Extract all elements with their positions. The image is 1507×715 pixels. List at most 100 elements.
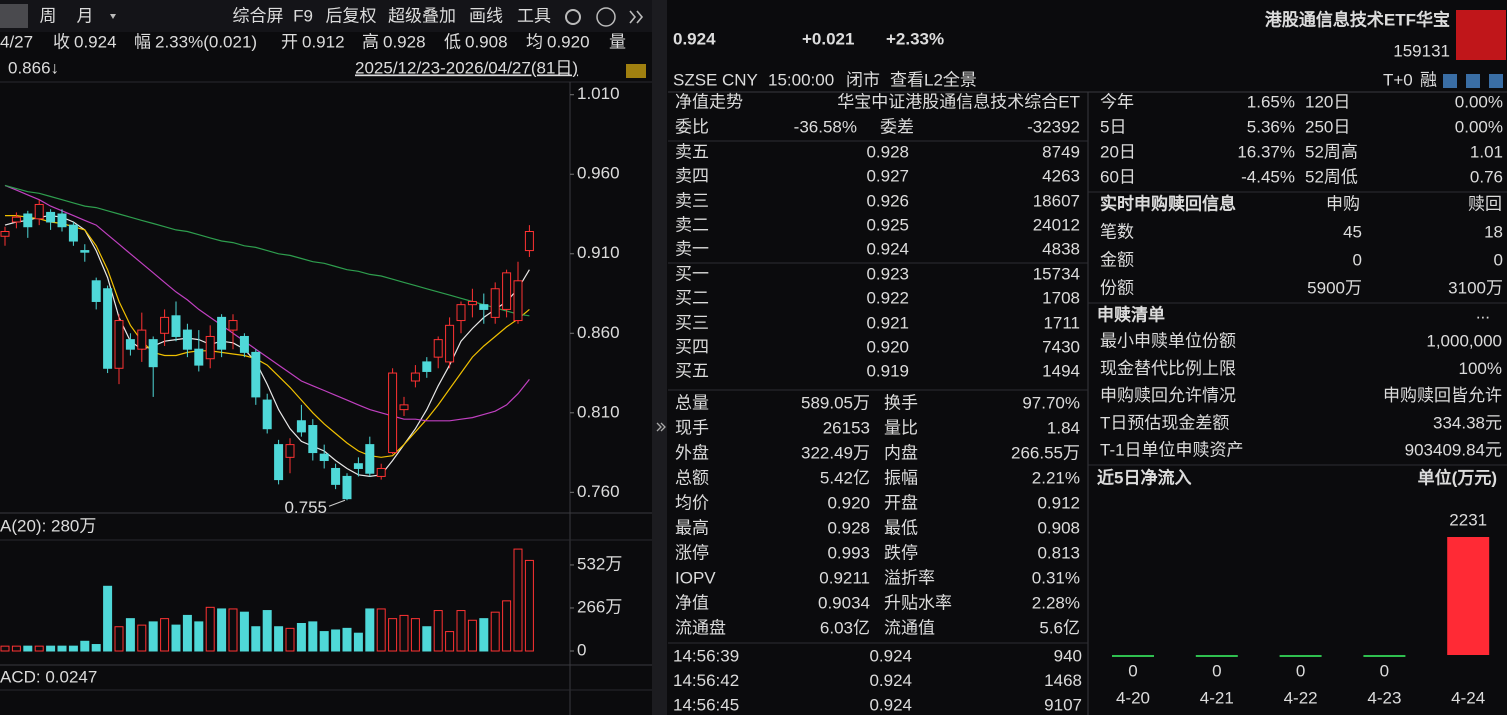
data-label: 0 [1296,661,1305,680]
more-button[interactable]: ... [1476,303,1490,322]
period-return: 5.36% [1247,117,1295,136]
candle-body [410,372,420,382]
divider [652,0,667,715]
volume-bar [456,610,466,652]
chart-title: 近5日净流入 [1097,467,1191,487]
toolbar-button[interactable]: 综合屏 [233,6,284,25]
level-label: 卖五 [675,142,709,161]
nav-title[interactable]: 净值走势 [675,92,743,111]
toolbar-button[interactable]: 工具 [517,6,551,25]
quote-item: 幅 [134,32,151,51]
y-tick-label: 0.810 [577,402,620,421]
candle-body [171,315,181,337]
bar [1112,655,1154,657]
y-tick-label: 0 [577,640,586,659]
stat-label: 开盘 [884,493,918,512]
settings-icon[interactable] [565,9,581,25]
candle-body [68,224,78,242]
stat-label: IOPV [675,568,716,587]
status-item: 15:00:00 [768,70,834,89]
period-label: 52周低 [1305,167,1358,186]
quote-item: 均 [526,32,543,51]
draw-icon[interactable] [1466,74,1480,88]
volume-bar [445,631,455,652]
data-label: 0 [1380,661,1389,680]
toolbar-button[interactable]: 月 [77,6,94,25]
section-title: 实时申购赎回信息 [1100,193,1236,213]
volume-bar [148,621,158,652]
status-item: CNY [722,70,758,89]
row-value: 45 [1343,222,1362,241]
expand-icon[interactable] [656,422,666,432]
trade-time: 14:56:39 [673,646,739,665]
toolbar-button[interactable]: F9 [293,6,313,25]
volume-bar [23,645,33,652]
macd-label: ACD: 0.0247 [0,667,97,686]
candle-body [274,444,284,481]
stat-value: 5.6亿 [1039,618,1080,637]
quote-item: 0.912 [302,32,345,51]
candle-body [194,348,204,366]
candle-body [342,475,352,500]
candle-body [388,372,398,454]
volume-bar [125,618,135,652]
stat-value: 0.9211 [819,568,870,587]
level-volume: 1708 [1042,288,1080,307]
help-icon[interactable] [596,7,616,27]
toolbar-button[interactable]: 超级叠加 [388,6,456,25]
row-label: 申购赎回允许情况 [1100,386,1236,405]
toolbar-button[interactable]: 画线 [469,6,503,25]
period-return: -4.45% [1241,167,1295,186]
stat-label: 流通盘 [675,618,726,637]
y-tick-label: 0.760 [577,482,620,501]
stat-value: 1.84 [1047,418,1080,437]
x-tick-label: 4-20 [1116,688,1150,707]
toolbar-button[interactable]: 后复权 [326,6,377,25]
stat-label: 外盘 [675,443,709,462]
level-volume: 1494 [1042,361,1080,380]
more-icon[interactable] [629,10,644,24]
candle-body [251,351,261,398]
date-range[interactable]: 2025/12/23-2026/04/27(81日) [355,58,578,77]
close-icon[interactable] [1489,74,1503,88]
quote-item: 0.924 [74,32,117,51]
edit-icon[interactable] [1443,74,1457,88]
period-label: 60日 [1100,167,1136,186]
dropdown-icon[interactable] [110,14,116,19]
column-header: 申购 [1326,194,1360,213]
ma-line [4,184,530,317]
volume-bar [422,626,432,652]
row-value: 18 [1484,222,1503,241]
stat-value: 322.49万 [801,443,870,462]
row-value: -36.58% [794,117,857,136]
volume-bar [342,627,352,652]
x-tick-label: 4-24 [1451,688,1485,707]
level-label: 买三 [675,313,709,332]
stat-label: 总量 [675,393,709,412]
stat-value: 0.928 [827,518,870,537]
row-value: 申购赎回皆允许 [1383,386,1502,405]
volume-bar [11,645,21,652]
lock-icon[interactable] [626,64,646,78]
logo [1456,10,1506,60]
stat-value: 0.813 [1037,543,1080,562]
x-tick-label: 4-22 [1284,688,1318,707]
candle-body [182,329,192,350]
status-item[interactable]: 查看L2全景 [890,70,977,89]
x-tick-label: 4-23 [1367,688,1401,707]
quote-item: 高 [362,32,379,51]
x-tick-label: 4-21 [1200,688,1234,707]
stat-value: 26153 [823,418,870,437]
toolbar-button[interactable]: 周 [40,6,57,25]
candle-body [217,316,227,350]
period-label: 250日 [1305,117,1350,136]
candle-body [137,329,147,350]
status-item: T+0 [1383,70,1413,89]
volume-bar [251,626,261,652]
data-label: 2231 [1449,510,1487,529]
trade-price: 0.924 [869,695,912,714]
level-label: 卖四 [675,166,709,185]
stat-value: 0.912 [1037,493,1080,512]
back-button[interactable] [0,4,28,28]
volume-bar [399,614,409,652]
